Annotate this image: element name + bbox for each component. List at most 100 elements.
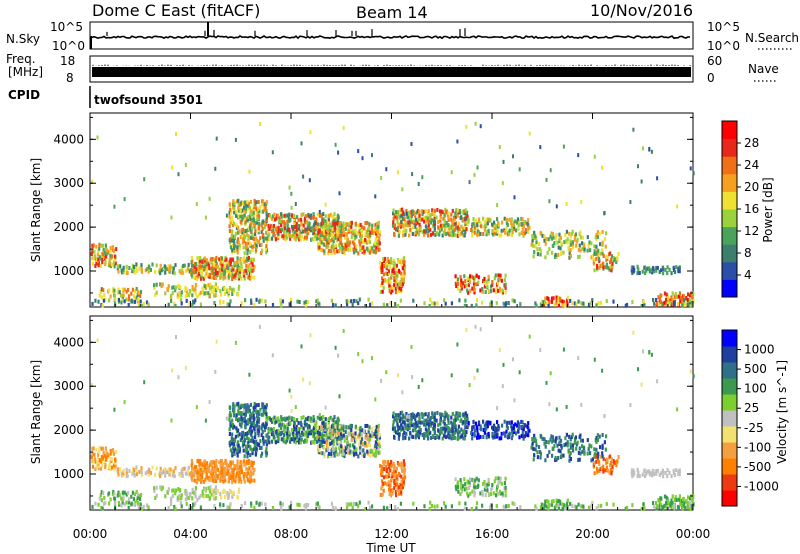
velocity-echo (264, 449, 267, 454)
velocity-echo (636, 474, 639, 479)
velocity-echo (375, 434, 378, 439)
power-echo (158, 268, 161, 273)
velocity-echo (521, 420, 524, 425)
velocity-echo (595, 459, 598, 464)
colorbar-segment (722, 226, 737, 245)
velocity-echo (237, 417, 241, 422)
cpid-strip: CPID twofsound 3501 (8, 86, 203, 108)
velocity-echo (228, 488, 232, 493)
velocity-echo (405, 431, 408, 436)
power-echo (272, 223, 275, 228)
power-echo (323, 229, 326, 234)
velocity-echo (229, 465, 232, 469)
velocity-echo (471, 436, 474, 441)
power-echo (196, 294, 199, 299)
velocity-echo (228, 427, 231, 432)
velocity-echo (232, 473, 235, 477)
power-echo (286, 213, 289, 218)
power-echo (123, 197, 126, 202)
power-echo (313, 220, 316, 225)
power-echo (412, 225, 415, 230)
velocity-echo (534, 447, 537, 452)
power-echo (520, 231, 523, 235)
velocity-echo (472, 484, 476, 489)
velocity-echo (437, 428, 440, 433)
velocity-echo (255, 439, 258, 444)
power-echo (463, 233, 466, 238)
velocity-echo (173, 474, 176, 479)
velocity-echo (391, 488, 394, 492)
velocity-echo (109, 448, 112, 453)
power-echo (427, 219, 430, 224)
power-echo (188, 269, 191, 274)
velocity-echo (232, 402, 235, 407)
velocity-echo (464, 482, 467, 487)
velocity-echo (416, 412, 420, 417)
power-echo (400, 287, 403, 292)
power-echo (207, 291, 210, 296)
nsearch-tick-high: 10^5 (707, 20, 740, 34)
velocity-echo (670, 498, 673, 503)
power-echo (659, 296, 662, 301)
power-echo (498, 276, 501, 281)
velocity-echo (370, 430, 373, 435)
velocity-echo (336, 422, 340, 427)
power-echo (462, 217, 465, 222)
power-echo (236, 256, 239, 261)
power-echo (102, 247, 105, 252)
power-echo (308, 226, 311, 231)
velocity-echo (399, 486, 403, 490)
power-echo (573, 301, 576, 306)
power-echo (489, 289, 493, 294)
velocity-echo (228, 413, 231, 418)
power-echo (293, 221, 296, 225)
power-echo (486, 279, 489, 284)
power-echo (383, 278, 387, 283)
power-echo (295, 221, 298, 226)
velocity-echo (369, 433, 372, 438)
velocity-echo (277, 437, 280, 441)
power-echo (489, 217, 492, 222)
power-echo (656, 301, 659, 306)
power-echo (424, 209, 427, 214)
velocity-echo (464, 411, 467, 416)
power-echo (199, 290, 202, 295)
velocity-echo (114, 460, 117, 465)
power-echo (262, 209, 265, 214)
power-echo (396, 279, 399, 284)
velocity-echo (554, 458, 557, 462)
velocity-echo (112, 463, 116, 468)
power-echo (401, 274, 404, 279)
velocity-echo (320, 424, 323, 429)
velocity-echo (139, 497, 142, 501)
power-echo (258, 298, 262, 303)
velocity-echo (327, 416, 330, 421)
velocity-echo (395, 430, 398, 435)
velocity-echo (299, 420, 302, 425)
power-echo (468, 180, 471, 185)
power-echo (687, 292, 690, 297)
power-echo (240, 219, 243, 224)
power-echo (117, 269, 120, 274)
power-echo (331, 235, 334, 240)
velocity-echo (504, 476, 507, 481)
velocity-echo (245, 433, 249, 438)
velocity-echo (221, 473, 224, 478)
power-echo (245, 271, 248, 276)
power-echo (211, 262, 214, 267)
power-echo (456, 208, 459, 213)
velocity-echo (320, 439, 323, 444)
power-echo (215, 288, 218, 293)
power-echo (289, 236, 292, 241)
velocity-echo (541, 436, 544, 441)
velocity-echo (251, 466, 254, 471)
nave-tick-high: 60 (707, 54, 722, 68)
power-echo (151, 262, 154, 267)
power-echo (435, 215, 438, 220)
power-echo (433, 208, 436, 213)
velocity-echo (581, 438, 584, 443)
power-echo (650, 268, 653, 273)
velocity-echo (288, 415, 291, 420)
power-echo (240, 200, 243, 205)
